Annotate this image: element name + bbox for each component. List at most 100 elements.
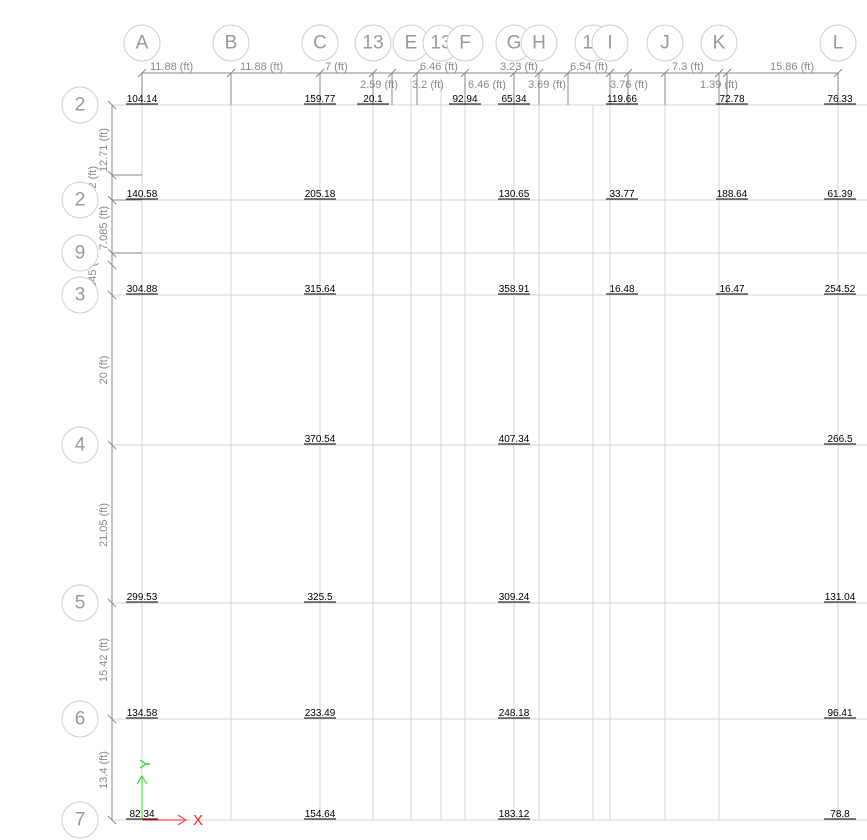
joint-value-label: 325.5 bbox=[307, 592, 332, 603]
top-dimension-label: 3.2 (ft) bbox=[412, 79, 444, 91]
grid-bubble-label: F bbox=[459, 33, 471, 54]
grid-bubble-label: G bbox=[507, 33, 522, 54]
grid-bubble-label: 4 bbox=[75, 435, 86, 456]
top-dimension-label: 3.76 (ft) bbox=[610, 79, 648, 91]
grid-bubble-column bbox=[819, 24, 857, 62]
joint-value-label: 72.78 bbox=[719, 94, 744, 105]
y-axis-label: Y bbox=[137, 759, 154, 769]
grid-bubble-label: I bbox=[607, 33, 612, 54]
top-dimension-label: 15.86 (ft) bbox=[770, 61, 814, 73]
joint-value-label: 254.52 bbox=[825, 284, 856, 295]
top-dimension-label: 6.54 (ft) bbox=[570, 61, 608, 73]
left-dimension-label: 15.42 (ft) bbox=[98, 638, 110, 682]
dimension-tick-mark bbox=[107, 290, 117, 300]
joint-value-label: 61.39 bbox=[827, 189, 852, 200]
top-dimension-label: 6.46 (ft) bbox=[420, 61, 458, 73]
left-dimension-label: 20 (ft) bbox=[98, 356, 110, 385]
dimension-tick-mark bbox=[722, 68, 732, 78]
joint-value-label: 16.48 bbox=[609, 284, 634, 295]
top-dimension-label: 1.39 (ft) bbox=[700, 79, 738, 91]
left-dimension-label: 12.71 (ft) bbox=[98, 128, 110, 172]
grid-bubble-row bbox=[61, 700, 99, 738]
grid-bubble-label: 3 bbox=[75, 285, 86, 306]
joint-value-label: 65.34 bbox=[501, 94, 526, 105]
joint-value-label: 140.58 bbox=[127, 189, 158, 200]
top-dimension-label: 11.88 (ft) bbox=[240, 61, 283, 73]
grid-bubble-label: B bbox=[225, 33, 238, 54]
grid-bubble-column bbox=[354, 24, 392, 62]
joint-value-label: 304.88 bbox=[127, 284, 158, 295]
grid-bubble-label: A bbox=[136, 33, 149, 54]
grid-bubble-label: C bbox=[313, 33, 327, 54]
top-dimension-label: 6.46 (ft) bbox=[468, 79, 506, 91]
grid-bubble-label: 2 bbox=[75, 95, 86, 116]
joint-value-label: 154.64 bbox=[305, 809, 336, 820]
grid-bubble-label: 13 bbox=[430, 33, 451, 54]
grid-bubble-label: 13 bbox=[362, 33, 383, 54]
grid-bubble-row bbox=[61, 86, 99, 124]
grid-bubble-row bbox=[61, 276, 99, 314]
top-dimension-label: 7 (ft) bbox=[325, 61, 348, 73]
dimension-tick-mark bbox=[833, 68, 843, 78]
grid-bubble-column bbox=[520, 24, 558, 62]
grid-bubble-column bbox=[591, 24, 629, 62]
dimension-tick-mark bbox=[107, 100, 117, 110]
dimension-tick-mark bbox=[137, 68, 147, 78]
joint-value-label: 183.12 bbox=[499, 809, 530, 820]
left-dimension-label: 13.4 (ft) bbox=[98, 751, 110, 789]
joint-value-label: 159.77 bbox=[305, 94, 336, 105]
grid-bubble-label: E bbox=[405, 33, 418, 54]
grid-bubble-row bbox=[61, 801, 99, 839]
left-dimension-label: 7.085 (ft) bbox=[98, 206, 110, 250]
joint-value-label: 76.33 bbox=[827, 94, 852, 105]
grid-bubble-row bbox=[61, 181, 99, 219]
joint-value-label: 358.91 bbox=[499, 284, 530, 295]
top-dimension-label: 3.69 (ft) bbox=[528, 79, 566, 91]
grid-bubble-row bbox=[61, 584, 99, 622]
joint-value-label: 134.58 bbox=[127, 708, 158, 719]
dimension-tick-mark bbox=[107, 714, 117, 724]
joint-value-label: 96.41 bbox=[827, 708, 852, 719]
x-axis-arrowhead bbox=[177, 814, 187, 826]
grid-bubble-label: H bbox=[532, 33, 546, 54]
dimension-tick-mark bbox=[107, 248, 117, 258]
joint-value-label: 248.18 bbox=[499, 708, 530, 719]
dimension-tick-mark bbox=[368, 68, 378, 78]
dimension-tick-mark bbox=[460, 68, 470, 78]
grid-bubble-column bbox=[212, 24, 250, 62]
dimension-tick-mark bbox=[660, 68, 670, 78]
dimension-tick-mark bbox=[107, 815, 117, 825]
dimension-tick-mark bbox=[623, 68, 633, 78]
grid-bubble-label: L bbox=[833, 33, 844, 54]
grid-bubble-label: J bbox=[660, 33, 670, 54]
joint-value-label: 299.53 bbox=[127, 592, 158, 603]
joint-value-label: 16.47 bbox=[719, 284, 744, 295]
top-dimension-label: 11.88 (ft) bbox=[150, 61, 193, 73]
joint-value-label: 20.1 bbox=[363, 94, 383, 105]
grid-bubble-label: 2 bbox=[75, 190, 86, 211]
grid-bubble-column bbox=[301, 24, 339, 62]
grid-bubble-label: 7 bbox=[75, 810, 86, 831]
dimension-tick-mark bbox=[226, 68, 236, 78]
joint-value-label: 33.77 bbox=[609, 189, 634, 200]
grid-bubble-row bbox=[61, 426, 99, 464]
joint-value-label: 309.24 bbox=[499, 592, 530, 603]
joint-value-label: 188.64 bbox=[717, 189, 748, 200]
joint-value-label: 131.04 bbox=[825, 592, 856, 603]
joint-value-label: 92.94 bbox=[452, 94, 477, 105]
joint-value-label: 315.64 bbox=[305, 284, 336, 295]
top-dimension-label: 7.3 (ft) bbox=[672, 61, 704, 73]
grid-bubble-row bbox=[61, 234, 99, 272]
dimension-tick-mark bbox=[315, 68, 325, 78]
dimension-tick-mark bbox=[563, 68, 573, 78]
dimension-tick-mark bbox=[509, 68, 519, 78]
grid-bubble-label: K bbox=[713, 33, 726, 54]
top-dimension-label: 2.59 (ft) bbox=[360, 79, 398, 91]
grid-bubble-label: 5 bbox=[75, 593, 86, 614]
top-dimension-label: 3.23 (ft) bbox=[500, 61, 538, 73]
y-axis-arrowhead bbox=[136, 775, 148, 785]
x-axis-label: X bbox=[193, 812, 203, 829]
joint-value-label: 205.18 bbox=[305, 189, 336, 200]
joint-value-label: 233.49 bbox=[305, 708, 336, 719]
